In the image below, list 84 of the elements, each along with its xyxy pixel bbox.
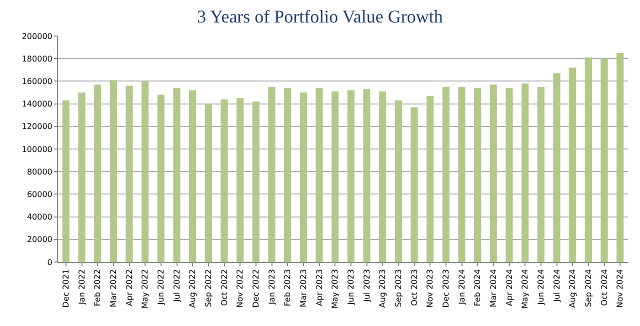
bar — [173, 88, 180, 262]
x-tick-label: Nov 2023 — [426, 269, 435, 308]
bar — [189, 90, 196, 262]
y-tick-label: 100000 — [22, 144, 52, 154]
bar — [458, 86, 466, 262]
y-tick-label: 180000 — [22, 54, 52, 64]
y-tick-label: 120000 — [22, 122, 52, 132]
x-tick-label: Jun 2024 — [536, 269, 546, 306]
bar — [363, 89, 370, 262]
x-tick-label: Jul 2023 — [362, 269, 372, 303]
bar — [347, 90, 354, 262]
bar — [600, 58, 608, 262]
bar — [300, 92, 307, 262]
bar — [110, 80, 117, 262]
x-tick-label: May 2022 — [140, 269, 150, 309]
bar — [410, 107, 418, 262]
chart-title: 3 Years of Portfolio Value Growth — [197, 6, 443, 26]
bar — [220, 99, 228, 262]
bar — [94, 84, 102, 262]
x-tick-label: Jun 2023 — [346, 269, 356, 306]
bar — [474, 88, 482, 262]
y-tick-label: 80000 — [26, 167, 52, 176]
bar — [126, 86, 133, 262]
x-tick-label: Dec 2022 — [252, 269, 261, 308]
bar — [332, 91, 339, 262]
bar — [236, 98, 244, 262]
x-tick-label: Apr 2024 — [504, 269, 514, 306]
x-tick-label: May 2023 — [330, 269, 340, 309]
bar — [394, 100, 402, 262]
x-tick-label: Nov 2024 — [616, 269, 625, 308]
x-tick-label: Sep 2023 — [394, 269, 404, 308]
bar — [553, 73, 560, 262]
x-tick-label: Sep 2022 — [204, 269, 214, 308]
y-tick-label: 0 — [47, 258, 52, 267]
bar — [537, 86, 544, 262]
y-tick-label: 140000 — [22, 100, 52, 109]
y-tick-label: 20000 — [26, 235, 52, 244]
x-tick-label: Nov 2022 — [236, 269, 245, 308]
x-tick-label: Mar 2022 — [109, 269, 118, 308]
x-tick-label: Jul 2024 — [552, 269, 562, 303]
y-tick-label: 60000 — [26, 190, 52, 199]
bar — [379, 91, 386, 262]
x-tick-label: Feb 2024 — [473, 269, 482, 306]
x-tick-label: Apr 2022 — [124, 269, 134, 306]
x-tick-label: Oct 2022 — [220, 269, 229, 306]
bar — [284, 88, 292, 262]
x-tick-label: Jan 2024 — [457, 269, 466, 306]
x-tick-label: Aug 2022 — [188, 269, 198, 308]
y-tick-label: 40000 — [26, 212, 52, 222]
x-tick-label: Jan 2022 — [77, 269, 86, 306]
bar — [62, 100, 70, 262]
x-tick-label: Aug 2023 — [378, 269, 388, 308]
x-tick-label: Sep 2024 — [584, 269, 594, 308]
x-tick-label: Dec 2021 — [62, 269, 71, 308]
bar — [426, 96, 434, 262]
x-tick-label: Oct 2024 — [600, 269, 609, 306]
x-tick-label: Mar 2023 — [299, 269, 308, 308]
y-tick-label: 160000 — [22, 77, 52, 86]
bar — [490, 84, 497, 262]
bar — [204, 104, 212, 262]
bar — [442, 86, 450, 262]
x-tick-label: Jun 2022 — [156, 269, 166, 306]
x-tick-label: Jul 2022 — [172, 269, 182, 303]
bar — [157, 94, 164, 262]
x-tick-label: Mar 2024 — [489, 269, 498, 308]
x-tick-label: Oct 2023 — [410, 269, 419, 306]
bar — [316, 88, 323, 262]
x-tick-label: Jan 2023 — [267, 269, 276, 306]
x-tick-label: Feb 2023 — [283, 269, 292, 306]
bar — [268, 86, 276, 262]
y-tick-label: 200000 — [22, 32, 52, 41]
bar — [78, 92, 86, 262]
x-tick-label: Dec 2023 — [442, 269, 451, 308]
x-tick-label: May 2024 — [520, 269, 530, 309]
bar — [584, 57, 592, 262]
bar — [142, 81, 149, 262]
bar — [616, 52, 624, 262]
bar — [506, 88, 513, 262]
bar — [522, 83, 529, 262]
x-tick-label: Aug 2024 — [568, 269, 578, 308]
x-tick-label: Feb 2022 — [93, 269, 102, 306]
bar — [569, 68, 576, 262]
x-tick-label: Apr 2023 — [314, 269, 324, 306]
bar — [252, 102, 260, 262]
